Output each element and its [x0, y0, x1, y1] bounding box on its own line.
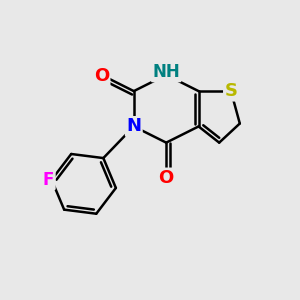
Text: NH: NH	[152, 63, 180, 81]
Text: O: O	[94, 68, 109, 85]
Text: O: O	[159, 169, 174, 187]
Text: N: N	[126, 117, 141, 135]
Text: S: S	[224, 82, 238, 100]
Text: F: F	[43, 171, 54, 189]
